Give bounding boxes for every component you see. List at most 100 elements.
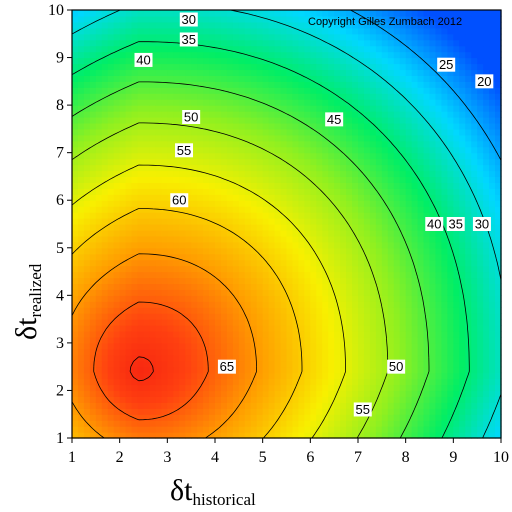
heatmap-cell bbox=[453, 176, 460, 183]
heatmap-cell bbox=[143, 188, 151, 195]
heatmap-cell bbox=[447, 134, 454, 142]
heatmap-cell bbox=[453, 301, 460, 308]
heatmap-cell bbox=[137, 15, 145, 23]
heatmap-cell bbox=[185, 426, 192, 433]
heatmap-cell bbox=[381, 105, 389, 112]
heatmap-cell bbox=[298, 176, 305, 183]
heatmap-cell bbox=[375, 152, 383, 160]
heatmap-cell bbox=[125, 188, 133, 195]
heatmap-cell bbox=[95, 69, 103, 76]
heatmap-cell bbox=[95, 224, 103, 231]
heatmap-cell bbox=[441, 134, 448, 142]
heatmap-cell bbox=[244, 342, 252, 350]
heatmap-cell bbox=[286, 259, 294, 267]
heatmap-cell bbox=[203, 69, 210, 76]
heatmap-cell bbox=[292, 414, 300, 421]
heatmap-cell bbox=[173, 93, 180, 100]
heatmap-cell bbox=[209, 277, 216, 285]
heatmap-cell bbox=[125, 283, 133, 290]
heatmap-cell bbox=[477, 348, 484, 356]
heatmap-cell bbox=[274, 366, 282, 374]
heatmap-cell bbox=[197, 39, 204, 47]
heatmap-cell bbox=[155, 140, 162, 148]
heatmap-cell bbox=[209, 420, 216, 427]
heatmap-cell bbox=[137, 182, 145, 189]
heatmap-cell bbox=[143, 164, 151, 172]
heatmap-cell bbox=[340, 69, 347, 76]
heatmap-cell bbox=[417, 342, 425, 350]
heatmap-cell bbox=[447, 87, 454, 94]
heatmap-cell bbox=[149, 224, 157, 231]
heatmap-cell bbox=[95, 432, 103, 439]
heatmap-cell bbox=[292, 39, 300, 47]
heatmap-cell bbox=[113, 93, 121, 100]
heatmap-cell bbox=[399, 396, 407, 403]
heatmap-cell bbox=[304, 158, 311, 166]
heatmap-cell bbox=[274, 140, 282, 148]
heatmap-cell bbox=[292, 235, 300, 243]
heatmap-cell bbox=[143, 69, 151, 76]
heatmap-cell bbox=[137, 384, 145, 392]
heatmap-cell bbox=[95, 366, 103, 374]
heatmap-cell bbox=[72, 10, 79, 17]
heatmap-cell bbox=[286, 87, 294, 94]
heatmap-cell bbox=[274, 134, 282, 142]
heatmap-cell bbox=[262, 212, 270, 219]
heatmap-cell bbox=[119, 51, 127, 59]
heatmap-cell bbox=[256, 15, 264, 23]
heatmap-cell bbox=[453, 69, 460, 76]
heatmap-cell bbox=[191, 354, 198, 362]
heatmap-cell bbox=[226, 206, 234, 213]
heatmap-cell bbox=[125, 384, 133, 392]
heatmap-cell bbox=[310, 128, 317, 136]
heatmap-cell bbox=[471, 27, 478, 35]
heatmap-cell bbox=[262, 277, 270, 285]
heatmap-cell bbox=[137, 81, 145, 88]
heatmap-cell bbox=[393, 140, 401, 148]
heatmap-cell bbox=[250, 15, 258, 23]
heatmap-cell bbox=[441, 27, 448, 35]
heatmap-cell bbox=[197, 390, 204, 397]
heatmap-cell bbox=[179, 420, 186, 427]
heatmap-cell bbox=[89, 229, 97, 237]
heatmap-cell bbox=[161, 21, 168, 29]
heatmap-cell bbox=[477, 182, 484, 189]
heatmap-cell bbox=[149, 21, 157, 29]
heatmap-cell bbox=[72, 51, 79, 59]
heatmap-cell bbox=[173, 122, 180, 130]
heatmap-cell bbox=[215, 81, 222, 88]
heatmap-cell bbox=[209, 218, 216, 225]
heatmap-cell bbox=[358, 128, 365, 136]
heatmap-cell bbox=[387, 426, 395, 433]
heatmap-cell bbox=[113, 420, 121, 427]
heatmap-cell bbox=[399, 182, 407, 189]
heatmap-cell bbox=[107, 69, 115, 76]
heatmap-cell bbox=[274, 277, 282, 285]
heatmap-cell bbox=[161, 182, 168, 189]
heatmap-cell bbox=[131, 235, 139, 243]
heatmap-cell bbox=[113, 224, 121, 231]
heatmap-cell bbox=[411, 331, 419, 338]
heatmap-cell bbox=[274, 99, 282, 106]
heatmap-cell bbox=[131, 283, 139, 290]
heatmap-cell bbox=[167, 105, 174, 112]
heatmap-cell bbox=[220, 128, 228, 136]
heatmap-cell bbox=[173, 408, 180, 415]
heatmap-cell bbox=[358, 27, 365, 35]
heatmap-cell bbox=[220, 69, 228, 76]
heatmap-cell bbox=[167, 57, 174, 65]
heatmap-cell bbox=[435, 325, 443, 332]
heatmap-cell bbox=[244, 158, 252, 166]
heatmap-cell bbox=[107, 57, 115, 65]
heatmap-cell bbox=[393, 301, 401, 308]
heatmap-cell bbox=[268, 336, 276, 344]
heatmap-cell bbox=[262, 301, 270, 308]
heatmap-cell bbox=[203, 75, 210, 82]
heatmap-cell bbox=[298, 396, 305, 403]
heatmap-cell bbox=[352, 176, 359, 183]
heatmap-cell bbox=[328, 396, 335, 403]
heatmap-cell bbox=[447, 51, 454, 59]
heatmap-cell bbox=[220, 432, 228, 439]
heatmap-cell bbox=[393, 283, 401, 290]
heatmap-cell bbox=[471, 426, 478, 433]
